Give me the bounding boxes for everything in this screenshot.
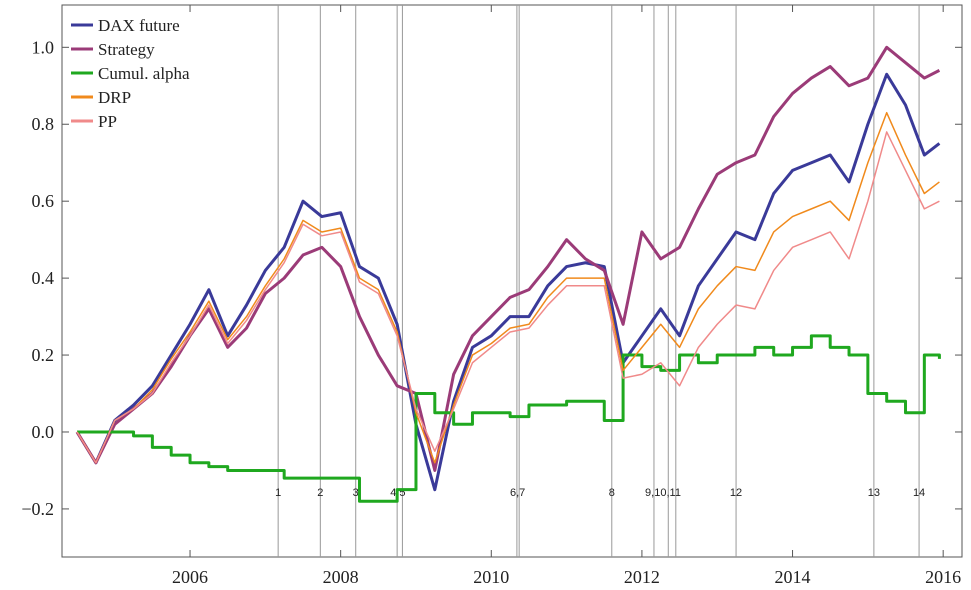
- event-label: 12: [730, 487, 742, 499]
- series-line: [75, 72, 941, 492]
- y-tick-label: 0.0: [32, 422, 55, 442]
- x-tick-label: 2012: [624, 567, 660, 587]
- y-tick-label: 0.8: [32, 114, 55, 134]
- legend-label: DAX future: [98, 16, 180, 35]
- series-line: [75, 45, 941, 472]
- x-tick-label: 2014: [775, 567, 811, 587]
- event-label: 13: [868, 487, 880, 499]
- legend-label: Strategy: [98, 40, 155, 59]
- event-label: 2: [317, 487, 323, 499]
- y-tick-label: −0.2: [21, 499, 54, 519]
- x-tick-label: 2006: [172, 567, 208, 587]
- event-label: 14: [913, 487, 925, 499]
- y-tick-label: 0.4: [32, 268, 55, 288]
- legend-label: DRP: [98, 88, 131, 107]
- legend-label: PP: [98, 112, 117, 131]
- y-tick-label: 0.2: [32, 345, 55, 365]
- y-tick-label: 0.6: [32, 191, 55, 211]
- series-line: [76, 131, 940, 464]
- event-label: 6,7: [510, 487, 525, 499]
- x-tick-label: 2010: [473, 567, 509, 587]
- series-line: [77, 334, 941, 503]
- legend-label: Cumul. alpha: [98, 64, 190, 83]
- y-tick-label: 1.0: [32, 37, 55, 57]
- event-label: 3: [353, 487, 359, 499]
- event-label: 8: [609, 487, 615, 499]
- x-tick-label: 2016: [925, 567, 961, 587]
- event-label: 9,10,11: [645, 487, 681, 499]
- event-label: 1: [275, 487, 281, 499]
- x-tick-label: 2008: [323, 567, 359, 587]
- series-line: [76, 111, 940, 464]
- plot-frame: [61, 4, 963, 558]
